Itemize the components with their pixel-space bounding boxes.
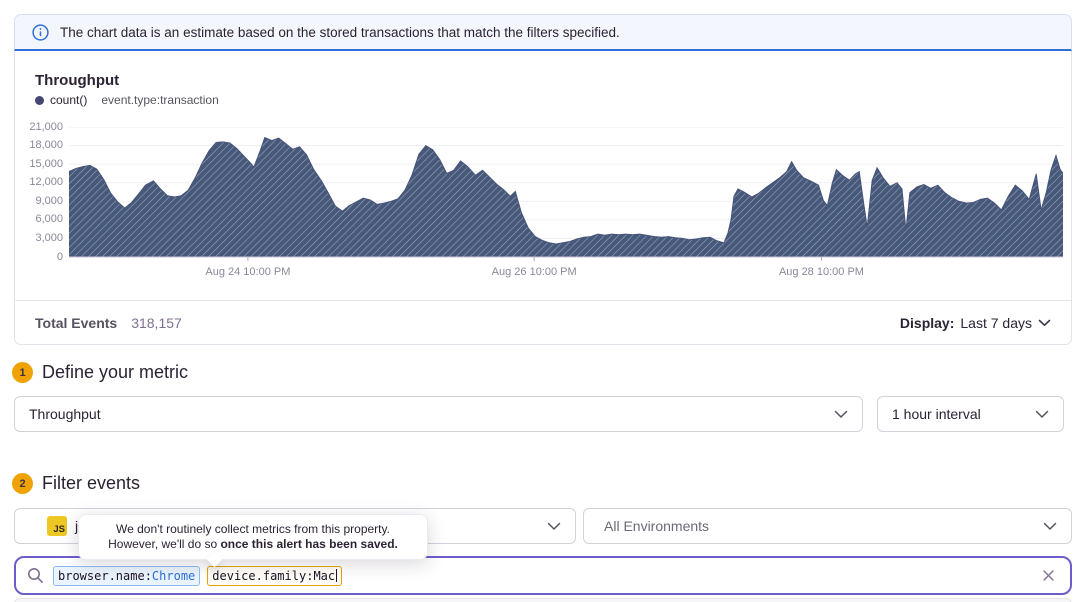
environment-select-value: All Environments — [604, 518, 710, 534]
search-token-browser-name[interactable]: browser.name:Chrome — [53, 565, 201, 586]
info-icon — [32, 23, 49, 41]
legend-dot-icon — [35, 95, 44, 105]
display-value: Last 7 days — [960, 315, 1032, 331]
y-axis-tick-label: 9,000 — [35, 194, 63, 207]
y-axis-tick-label: 0 — [56, 250, 63, 263]
filter-search-input[interactable]: browser.name:Chrome device.family:Mac — [14, 556, 1072, 595]
total-events-label: Total Events — [35, 315, 118, 331]
x-axis-tick-label: Aug 24 10:00 PM — [205, 266, 291, 278]
section-define-metric: 1 Define your metric — [12, 362, 188, 383]
throughput-area-chart[interactable] — [68, 126, 1064, 263]
filter-events-title: Filter events — [42, 473, 141, 493]
x-axis-tick-label: Aug 28 10:00 PM — [778, 266, 864, 278]
tooltip-line1: We don't routinely collect metrics from … — [116, 522, 390, 536]
step-1-badge: 1 — [12, 362, 33, 383]
tooltip-line2: However, we'll do so once this alert has… — [108, 537, 398, 551]
step-2-badge: 2 — [12, 473, 33, 494]
chart-legend: count() event.type:transaction — [35, 93, 219, 107]
next-field-edge — [14, 598, 1072, 602]
chart-panel: Throughput count() event.type:transactio… — [14, 51, 1072, 345]
y-axis-tick-label: 15,000 — [29, 157, 63, 170]
display-label: Display: — [899, 315, 955, 331]
interval-select-value: 1 hour interval — [892, 406, 981, 422]
chart-y-axis-labels: 0 3,000 6,000 9,000 12,000 15,000 18,000 21,000 — [15, 120, 63, 263]
chart-x-axis-labels: Aug 24 10:00 PM Aug 26 10:00 PM Aug 28 10:… — [69, 266, 1063, 282]
section-filter-events: 2 Filter events — [12, 473, 140, 494]
banner-text: The chart data is an estimate based on t… — [60, 24, 620, 40]
chevron-down-icon — [547, 522, 561, 530]
tooltip-line2-bold: once this alert has been saved. — [220, 537, 398, 551]
x-axis-tick-label: Aug 26 10:00 PM — [491, 266, 577, 278]
y-axis-tick-label: 3,000 — [35, 231, 63, 244]
legend-filter-label: event.type:transaction — [101, 93, 219, 107]
chart-title: Throughput — [35, 72, 120, 89]
chevron-down-icon — [834, 410, 848, 418]
y-axis-tick-label: 12,000 — [29, 176, 63, 189]
estimate-info-banner: The chart data is an estimate based on t… — [14, 14, 1072, 51]
chevron-down-icon — [1038, 319, 1051, 326]
environment-select[interactable]: All Environments — [583, 508, 1072, 544]
text-cursor — [336, 568, 338, 582]
chevron-down-icon — [1035, 410, 1049, 418]
javascript-platform-icon: JS — [47, 516, 67, 536]
y-axis-tick-label: 21,000 — [29, 120, 63, 133]
metric-select[interactable]: Throughput — [14, 396, 863, 432]
y-axis-tick-label: 18,000 — [29, 139, 63, 152]
total-events-value: 318,157 — [131, 315, 182, 331]
legend-series-label: count() — [50, 93, 88, 107]
search-token-device-family[interactable]: device.family:Mac — [207, 565, 343, 586]
chart-footer: Total Events 318,157 Display: Last 7 day… — [15, 300, 1071, 345]
display-range-dropdown[interactable]: Display: Last 7 days — [900, 315, 1051, 331]
metric-select-value: Throughput — [29, 406, 101, 422]
clear-search-icon[interactable] — [1041, 568, 1056, 583]
interval-select[interactable]: 1 hour interval — [877, 396, 1064, 432]
chevron-down-icon — [1043, 522, 1057, 530]
metrics-collection-tooltip: We don't routinely collect metrics from … — [78, 514, 428, 568]
project-select-value: j — [75, 518, 79, 534]
search-icon — [28, 568, 43, 583]
total-events-group: Total Events 318,157 — [35, 315, 182, 331]
y-axis-tick-label: 6,000 — [35, 213, 63, 226]
define-metric-title: Define your metric — [42, 362, 189, 382]
search-token-list: browser.name:Chrome device.family:Mac — [53, 565, 1041, 586]
